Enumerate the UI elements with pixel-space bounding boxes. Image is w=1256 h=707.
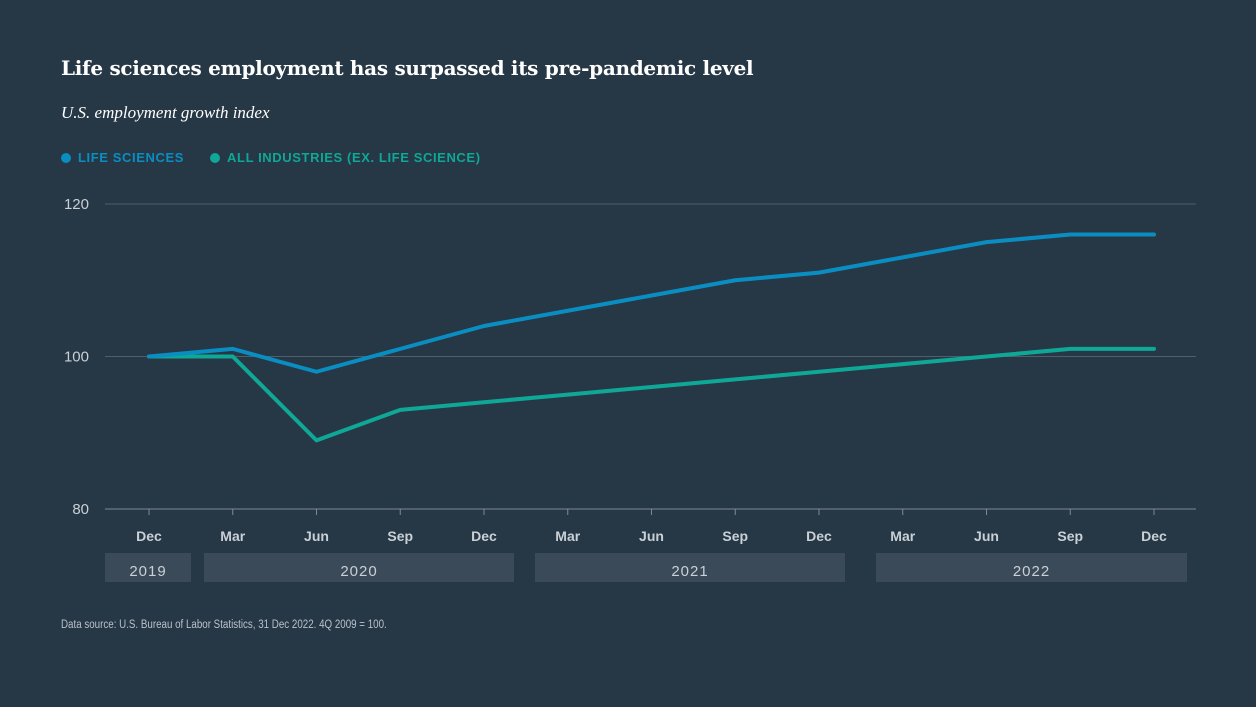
x-tick-label: Sep [722,528,748,544]
chart-subtitle: U.S. employment growth index [61,103,270,122]
year-label: 2022 [1013,563,1050,580]
year-band [535,553,845,582]
x-tick-label: Sep [1057,528,1083,544]
legend-dot-icon [210,152,221,163]
legend-label: ALL INDUSTRIES (EX. LIFE SCIENCE) [227,150,481,165]
series-line [147,232,1156,374]
x-tick-label: Jun [639,528,664,544]
x-tick-label: Sep [387,528,413,544]
legend-item-all-industries: ALL INDUSTRIES (EX. LIFE SCIENCE) [210,150,481,165]
x-tick-label: Dec [471,528,497,544]
y-tick-label: 100 [64,349,89,366]
x-tick-label: Mar [220,528,245,544]
data-source-note: Data source: U.S. Bureau of Labor Statis… [61,619,387,631]
x-tick-label: Dec [806,528,832,544]
x-tick-label: Dec [1141,528,1167,544]
y-tick-label: 120 [64,196,89,213]
year-band [105,553,191,582]
x-tick-label: Mar [890,528,915,544]
x-tick-label: Jun [304,528,329,544]
legend-dot-icon [61,152,71,163]
year-band [876,553,1187,582]
x-tick-label: Mar [555,528,580,544]
legend: LIFE SCIENCES ALL INDUSTRIES (EX. LIFE S… [61,150,481,165]
year-band [204,553,514,582]
series-line [147,346,1156,443]
y-tick-label: 80 [72,501,89,518]
year-label: 2020 [340,563,377,580]
legend-item-life-sciences: LIFE SCIENCES [61,150,184,165]
x-tick-label: Jun [974,528,999,544]
chart-title: Life sciences employment has surpassed i… [61,56,754,80]
legend-label: LIFE SCIENCES [78,150,185,165]
year-label: 2021 [671,563,708,580]
year-label: 2019 [129,563,166,580]
x-tick-label: Dec [136,528,162,544]
